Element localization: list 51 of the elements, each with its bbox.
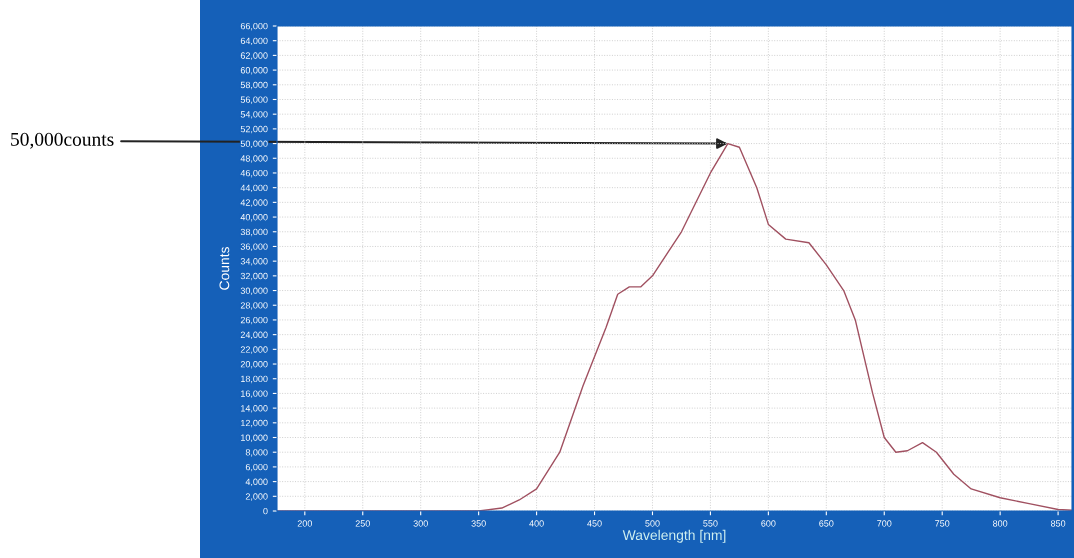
- y-tick-label: 52,000: [240, 125, 268, 134]
- y-tick-label: 12,000: [241, 419, 268, 428]
- y-tick-label: 34,000: [240, 258, 268, 266]
- y-tick-label: 24,000: [240, 331, 268, 340]
- y-tick-label: 48,000: [240, 155, 268, 163]
- x-tick-label: 400: [529, 520, 544, 527]
- x-tick-label: 550: [703, 520, 718, 527]
- y-tick-label: 50,000: [240, 140, 268, 148]
- x-tick-label: 850: [1050, 520, 1066, 527]
- y-tick-label: 22,000: [240, 346, 268, 354]
- y-axis-title: Counts: [219, 247, 230, 290]
- y-tick-label: 14,000: [241, 405, 268, 413]
- x-tick-label: 200: [297, 520, 312, 527]
- x-tick-label: 800: [993, 520, 1008, 527]
- y-tick-label: 4,000: [245, 478, 268, 487]
- y-tick-label: 32,000: [240, 272, 268, 281]
- y-tick-label: 60,000: [240, 67, 268, 75]
- x-tick-label: 700: [877, 520, 892, 527]
- annotation: 50,000counts: [11, 132, 114, 149]
- y-tick-label: 64,000: [240, 37, 268, 46]
- y-tick-label: 6,000: [245, 463, 268, 472]
- y-tick-label: 46,000: [240, 169, 268, 178]
- y-tick-label: 56,000: [240, 96, 268, 104]
- y-tick-label: 36,000: [240, 243, 268, 251]
- x-tick-label: 750: [935, 520, 950, 527]
- y-tick-label: 16,000: [241, 390, 268, 398]
- y-tick-label: 2,000: [245, 493, 268, 501]
- y-tick-label: 28,000: [240, 302, 268, 310]
- y-tick-label: 10,000: [241, 434, 268, 442]
- x-tick-label: 500: [645, 520, 660, 527]
- x-tick-label: 650: [819, 520, 834, 527]
- y-tick-label: 26,000: [240, 316, 268, 325]
- y-tick-label: 54,000: [240, 111, 268, 119]
- x-tick-label: 600: [761, 520, 776, 527]
- y-tick-label: 0: [263, 507, 268, 515]
- y-tick-label: 40,000: [240, 214, 268, 222]
- y-tick-label: 18,000: [241, 375, 268, 384]
- x-tick-label: 250: [355, 520, 370, 527]
- y-tick-label: 58,000: [240, 81, 268, 90]
- y-tick-label: 8,000: [245, 449, 268, 457]
- x-tick-label: 300: [413, 520, 428, 527]
- x-tick-label: 350: [471, 520, 486, 527]
- y-tick-label: 30,000: [240, 287, 268, 295]
- x-tick-label: 450: [587, 520, 602, 527]
- x-axis-title: Wavelength [nm]: [622, 529, 726, 543]
- y-tick-label: 44,000: [240, 184, 268, 193]
- y-tick-label: 20,000: [240, 361, 268, 369]
- y-tick-label: 62,000: [240, 52, 268, 60]
- y-tick-label: 38,000: [240, 228, 268, 237]
- y-tick-label: 42,000: [240, 199, 268, 207]
- y-tick-label: 66,000: [240, 22, 268, 31]
